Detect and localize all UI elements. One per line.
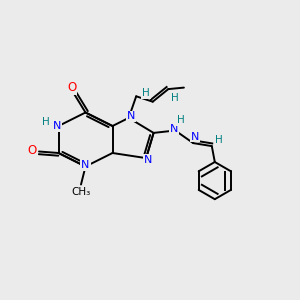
Text: H: H xyxy=(214,135,222,145)
Text: O: O xyxy=(28,143,37,157)
Text: H: H xyxy=(171,92,179,103)
Text: H: H xyxy=(42,117,50,128)
Text: CH₃: CH₃ xyxy=(71,187,91,197)
Text: N: N xyxy=(143,154,152,165)
Text: N: N xyxy=(53,121,61,131)
Text: N: N xyxy=(81,160,90,170)
Text: O: O xyxy=(67,81,76,94)
Text: N: N xyxy=(190,131,199,142)
Text: H: H xyxy=(177,115,184,125)
Text: N: N xyxy=(127,111,135,122)
Text: N: N xyxy=(170,124,178,134)
Text: H: H xyxy=(142,88,150,98)
